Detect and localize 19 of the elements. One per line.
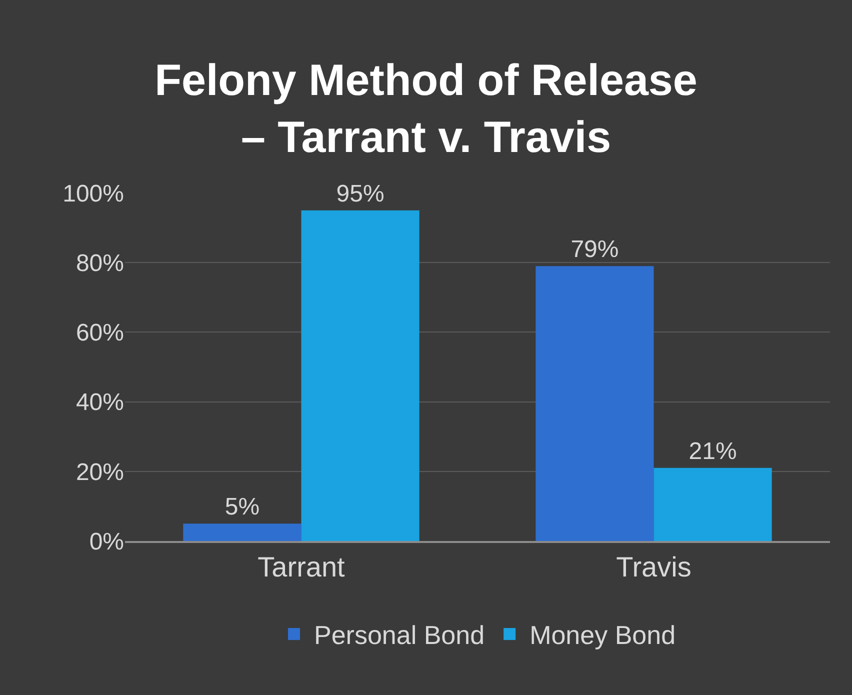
y-tick-label: 20%: [76, 458, 124, 486]
legend-label: Personal Bond: [314, 620, 485, 650]
bar: [654, 468, 772, 541]
data-label: 21%: [688, 438, 737, 465]
y-tick-label: 80%: [76, 250, 124, 277]
bar: [536, 266, 654, 541]
y-tick-label: 60%: [76, 320, 124, 347]
y-tick-label: 40%: [76, 389, 124, 416]
data-label: 5%: [224, 494, 260, 521]
y-tick-label: 0%: [89, 528, 124, 556]
x-tick-label: Travis: [616, 551, 692, 582]
y-tick-label: 100%: [62, 180, 124, 208]
data-label: 79%: [570, 236, 619, 264]
chart-title: Felony Method of Release – Tarrant v. Travis: [154, 56, 698, 162]
x-tick-label: Tarrant: [258, 551, 346, 582]
data-label: 95%: [336, 180, 384, 208]
bar: [183, 524, 302, 541]
bar: [301, 210, 420, 541]
legend-label: Money Bond: [530, 620, 676, 650]
